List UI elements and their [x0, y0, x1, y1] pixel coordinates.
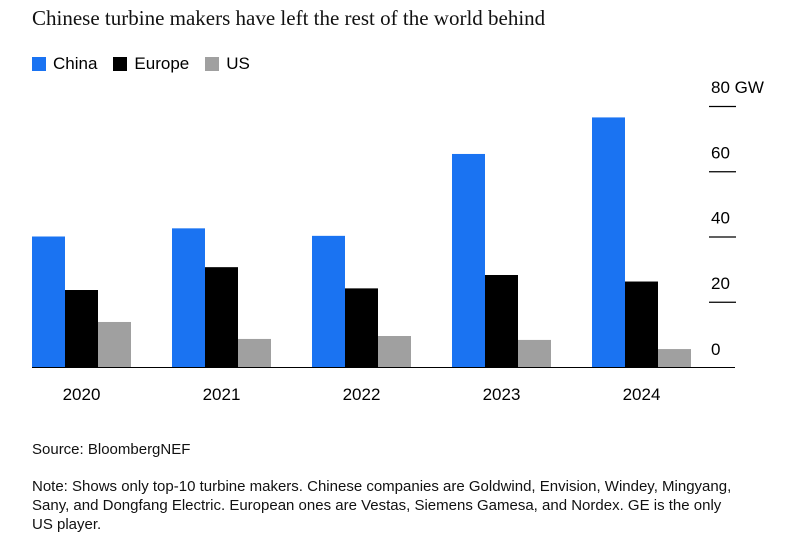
bar-europe-2023 — [485, 274, 518, 367]
legend-swatch-china — [32, 57, 46, 71]
legend-label-china: China — [53, 54, 98, 73]
legend-item-us: US — [205, 54, 250, 74]
chart-legend: China Europe US — [32, 54, 266, 74]
bar-china-2023 — [452, 153, 485, 367]
bar-china-2020 — [32, 236, 65, 367]
source-note: Source: BloombergNEF — [32, 441, 191, 458]
bar-europe-2020 — [65, 290, 98, 367]
bar-us-2021 — [238, 338, 271, 367]
x-tick-label: 2021 — [203, 385, 241, 404]
y-tick-label: 40 — [711, 209, 730, 228]
chart-title: Chinese turbine makers have left the res… — [32, 6, 546, 30]
bar-china-2021 — [172, 228, 205, 367]
bar-china-2022 — [312, 235, 345, 367]
legend-label-europe: Europe — [134, 54, 190, 73]
footnote: Note: Shows only top-10 turbine makers. … — [32, 478, 732, 533]
x-tick-label: 2024 — [623, 385, 661, 404]
x-tick-label: 2020 — [63, 385, 101, 404]
bar-europe-2021 — [205, 267, 238, 367]
legend-item-china: China — [32, 54, 97, 74]
legend-label-us: US — [226, 54, 250, 73]
legend-swatch-europe — [113, 57, 128, 71]
y-tick-label: 0 — [711, 340, 720, 359]
bar-china-2024 — [592, 117, 625, 367]
y-tick-label: 60 — [711, 143, 730, 162]
bar-europe-2024 — [625, 281, 658, 367]
bar-europe-2022 — [345, 288, 378, 367]
x-tick-label: 2022 — [343, 385, 381, 404]
legend-item-europe: Europe — [113, 54, 189, 74]
bar-us-2022 — [378, 336, 411, 367]
bar-us-2023 — [518, 339, 551, 367]
legend-swatch-us — [205, 57, 220, 71]
x-tick-label: 2023 — [483, 385, 521, 404]
bar-us-2024 — [658, 349, 691, 367]
bar-us-2020 — [98, 321, 131, 367]
y-tick-label: 20 — [711, 274, 730, 293]
y-tick-label: 80 GW — [711, 78, 764, 97]
